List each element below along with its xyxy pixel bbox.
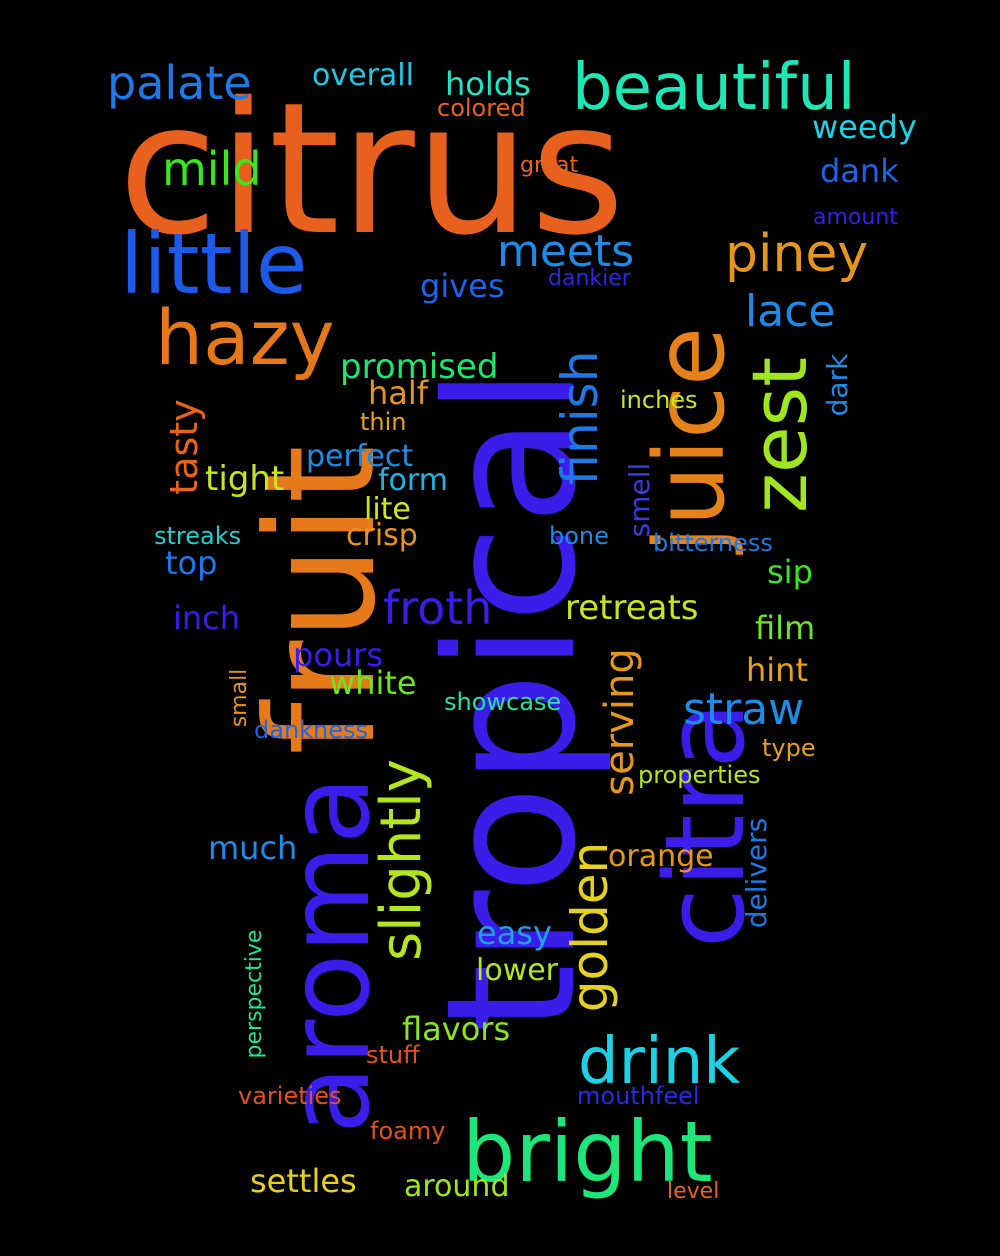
word-citrus: citrus bbox=[118, 63, 625, 275]
word-holds: holds bbox=[445, 65, 531, 103]
word-inch: inch bbox=[173, 599, 241, 637]
word-inches: inches bbox=[620, 386, 698, 414]
word-foamy: foamy bbox=[370, 1117, 446, 1145]
word-lite: lite bbox=[364, 492, 411, 527]
word-beautiful: beautiful bbox=[572, 51, 856, 125]
word-delivers: delivers bbox=[740, 817, 773, 929]
word-gives: gives bbox=[420, 267, 505, 305]
word-froth: froth bbox=[383, 581, 493, 635]
word-palate: palate bbox=[107, 56, 252, 110]
word-hint: hint bbox=[746, 651, 808, 689]
word-easy: easy bbox=[477, 914, 552, 952]
word-properties: properties bbox=[638, 761, 761, 789]
word-weedy: weedy bbox=[812, 108, 917, 146]
word-serving: serving bbox=[597, 648, 643, 796]
word-meets: meets bbox=[497, 226, 635, 277]
word-drink: drink bbox=[578, 1025, 741, 1099]
word-orange: orange bbox=[608, 839, 714, 874]
word-showcase: showcase bbox=[444, 688, 562, 716]
word-lace: lace bbox=[745, 286, 836, 337]
word-settles: settles bbox=[250, 1162, 357, 1200]
word-mild: mild bbox=[162, 142, 262, 196]
word-film: film bbox=[755, 609, 816, 647]
word-great: great bbox=[520, 153, 579, 178]
word-mouthfeel: mouthfeel bbox=[577, 1082, 700, 1110]
word-juice: juice bbox=[634, 326, 746, 554]
word-perspective: perspective bbox=[242, 929, 267, 1059]
word-finish: finish bbox=[551, 350, 609, 486]
word-promised: promised bbox=[340, 347, 499, 387]
word-level: level bbox=[667, 1179, 720, 1204]
word-small: small bbox=[227, 668, 252, 728]
word-overall: overall bbox=[312, 58, 414, 93]
word-straw: straw bbox=[683, 684, 805, 735]
word-hazy: hazy bbox=[155, 293, 335, 382]
word-white: white bbox=[329, 664, 417, 702]
word-dark: dark bbox=[821, 353, 854, 417]
word-flavors: flavors bbox=[402, 1010, 511, 1048]
word-streaks: streaks bbox=[154, 522, 242, 550]
word-colored: colored bbox=[437, 94, 526, 122]
word-bone: bone bbox=[549, 522, 609, 550]
word-zest: zest bbox=[735, 356, 824, 514]
word-thin: thin bbox=[360, 408, 407, 436]
word-perfect: perfect bbox=[306, 439, 414, 474]
word-dankier: dankier bbox=[548, 266, 631, 291]
word-form: form bbox=[378, 463, 448, 498]
word-sip: sip bbox=[767, 553, 813, 591]
word-around: around bbox=[404, 1169, 510, 1204]
word-retreats: retreats bbox=[565, 588, 699, 628]
word-crisp: crisp bbox=[346, 518, 418, 553]
word-much: much bbox=[208, 829, 298, 867]
word-tight: tight bbox=[205, 459, 285, 499]
word-bitterness: bitterness bbox=[653, 529, 773, 557]
word-slightly: slightly bbox=[369, 759, 434, 961]
word-smell: smell bbox=[623, 462, 656, 538]
word-stuff: stuff bbox=[366, 1041, 420, 1069]
word-top: top bbox=[165, 544, 218, 582]
word-pours: pours bbox=[293, 636, 383, 674]
word-piney: piney bbox=[725, 224, 869, 284]
word-dankness: dankness bbox=[254, 716, 369, 744]
word-bright: bright bbox=[462, 1103, 713, 1201]
word-varieties: varieties bbox=[238, 1082, 342, 1110]
word-lower: lower bbox=[476, 953, 559, 988]
word-tasty: tasty bbox=[162, 399, 206, 495]
word-dank: dank bbox=[820, 152, 899, 190]
word-little: little bbox=[120, 215, 308, 313]
word-amount: amount bbox=[813, 205, 898, 230]
word-half: half bbox=[368, 374, 429, 412]
word-type: type bbox=[762, 734, 816, 762]
